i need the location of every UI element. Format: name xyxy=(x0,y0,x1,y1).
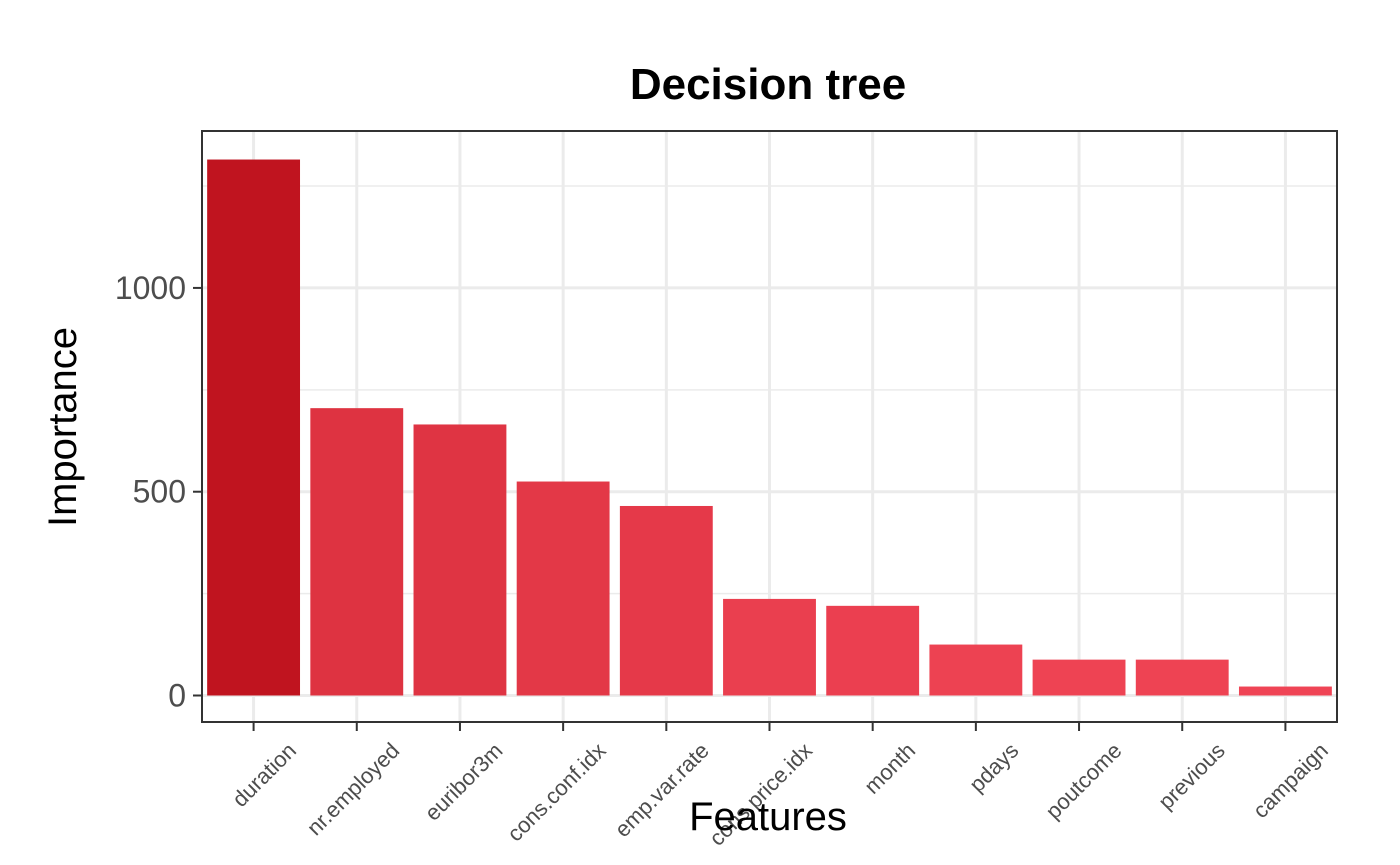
bar-pdays xyxy=(929,644,1023,696)
bar-nr-employed xyxy=(310,408,404,696)
bar-cons-price-idx xyxy=(723,598,816,696)
bar-duration xyxy=(207,159,301,696)
bar-campaign xyxy=(1238,686,1332,696)
bar-previous xyxy=(1135,659,1229,696)
x-axis-title: Features xyxy=(689,795,847,839)
bar-month xyxy=(826,605,920,696)
bar-emp-var-rate xyxy=(619,505,713,696)
bar-poutcome xyxy=(1032,659,1126,696)
y-tick-label: 1000 xyxy=(115,270,186,306)
y-tick-label: 500 xyxy=(133,474,186,510)
y-axis: 0 500 1000 xyxy=(115,270,202,714)
bar-layer xyxy=(207,159,1332,696)
bar-euribor3m xyxy=(413,424,507,696)
chart-title: Decision tree xyxy=(630,60,906,109)
y-axis-title: Importance xyxy=(41,327,85,527)
bar-cons-conf-idx xyxy=(516,481,610,696)
y-tick-label: 0 xyxy=(168,678,186,714)
